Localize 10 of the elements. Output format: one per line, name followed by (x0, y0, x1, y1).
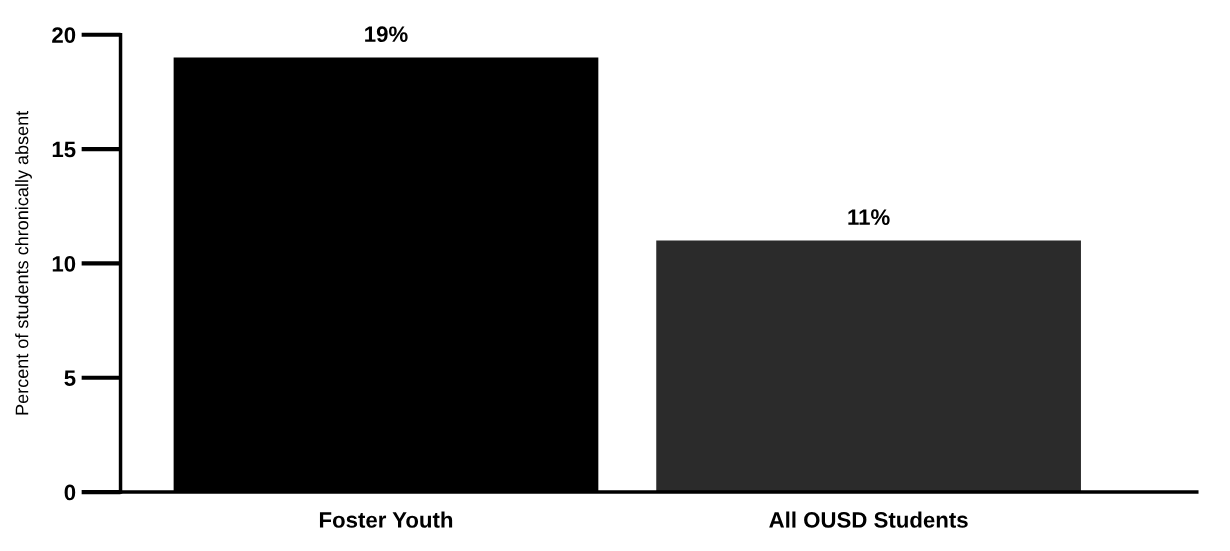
data-label: 11% (848, 209, 890, 225)
y-tick-label: 10 (52, 255, 76, 272)
y-axis-title: Percent of students chronically absent (15, 110, 32, 415)
x-tick-label: All OUSD Students (769, 511, 968, 528)
y-tick-label: 15 (52, 141, 76, 158)
y-tick-label: 5 (64, 370, 76, 386)
y-tick-label: 0 (64, 484, 76, 501)
data-label: 19% (365, 26, 408, 43)
x-tick-label: Foster Youth (319, 511, 453, 528)
y-tick-label: 20 (52, 27, 76, 43)
